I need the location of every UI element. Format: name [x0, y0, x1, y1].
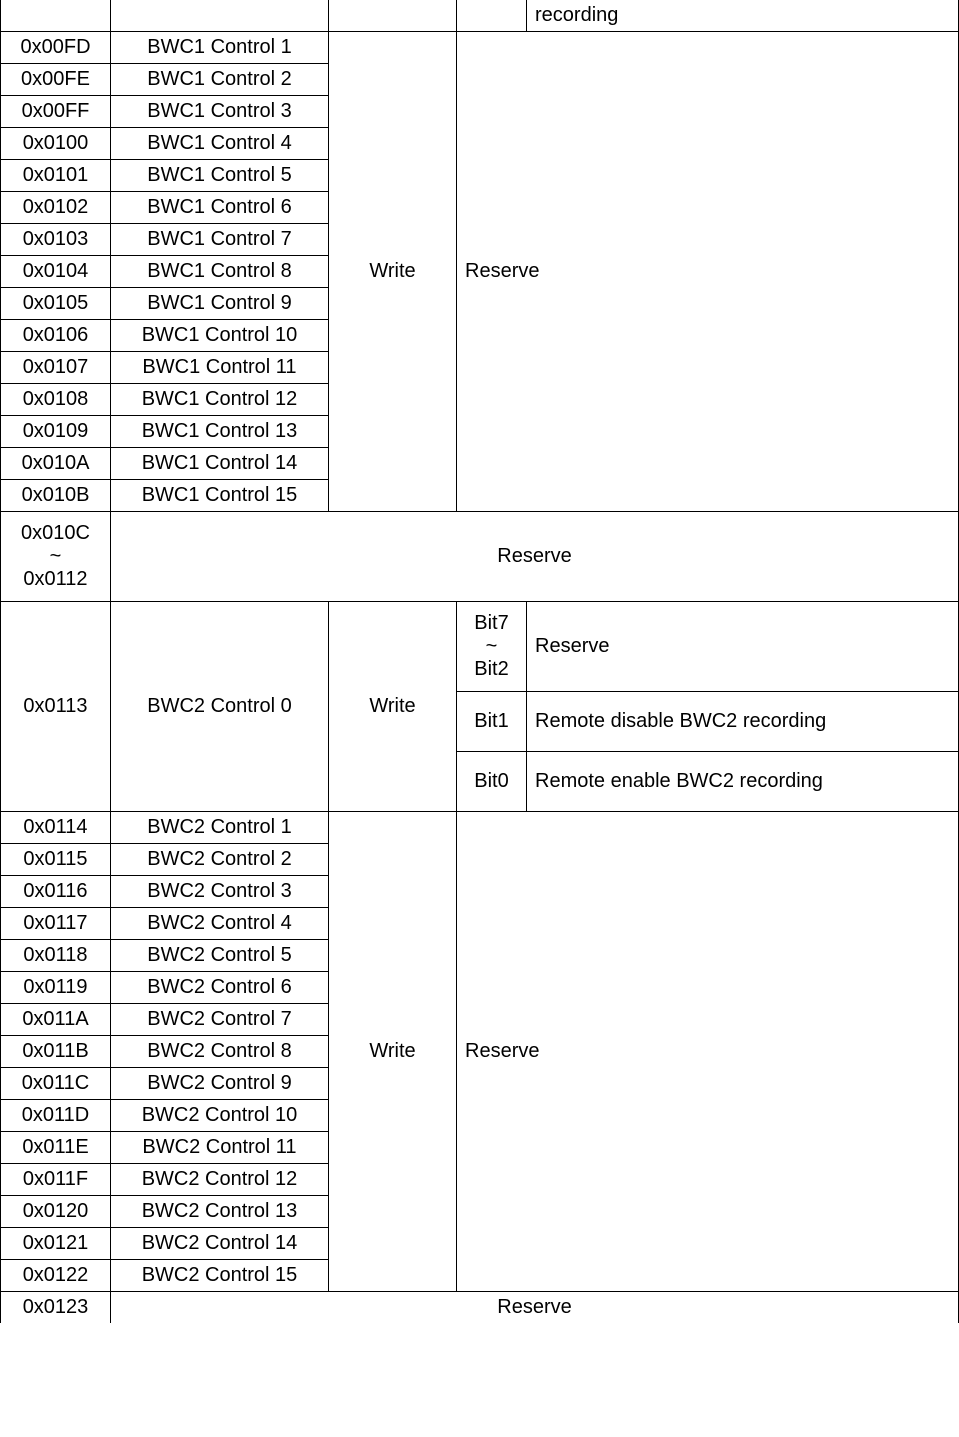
cell-name: BWC1 Control 15: [111, 480, 329, 512]
cell-name: BWC2 Control 4: [111, 908, 329, 940]
cell-desc: recording: [527, 0, 959, 32]
addr-range-top: 0x010C: [7, 522, 104, 545]
cell-name: BWC1 Control 1: [111, 32, 329, 64]
bit-range-top: Bit7: [463, 612, 520, 635]
cell-name: BWC2 Control 2: [111, 844, 329, 876]
cell-addr: 0x0120: [1, 1196, 111, 1228]
cell-addr: 0x0107: [1, 352, 111, 384]
cell-addr: 0x0106: [1, 320, 111, 352]
cell-rw: Write: [329, 32, 457, 512]
cell-addr: 0x010A: [1, 448, 111, 480]
cell-name: BWC1 Control 10: [111, 320, 329, 352]
cell-name: BWC1 Control 6: [111, 192, 329, 224]
cell-addr: 0x011D: [1, 1100, 111, 1132]
cell-name: BWC2 Control 6: [111, 972, 329, 1004]
cell-addr: 0x0114: [1, 812, 111, 844]
cell-name: BWC1 Control 14: [111, 448, 329, 480]
addr-range-bot: 0x0112: [7, 568, 104, 591]
cell-name: BWC2 Control 10: [111, 1100, 329, 1132]
bit-range-mid: ~: [463, 635, 520, 658]
cell-rw: Write: [329, 602, 457, 812]
cell-desc: Reserve: [111, 1292, 959, 1324]
cell-name: BWC2 Control 12: [111, 1164, 329, 1196]
cell-name: BWC1 Control 3: [111, 96, 329, 128]
cell-addr: 0x011C: [1, 1068, 111, 1100]
cell-name: BWC1 Control 5: [111, 160, 329, 192]
cell-desc: Reserve: [527, 602, 959, 692]
table-row: 0x0123 Reserve: [1, 1292, 959, 1324]
cell-addr: 0x0121: [1, 1228, 111, 1260]
cell-rw: Write: [329, 812, 457, 1292]
bit-range-bot: Bit2: [463, 658, 520, 681]
addr-range-mid: ~: [7, 545, 104, 568]
table-row: recording: [1, 0, 959, 32]
cell-addr: 0x0123: [1, 1292, 111, 1324]
cell-rw: [329, 0, 457, 32]
cell-name: BWC1 Control 4: [111, 128, 329, 160]
cell-bit: Bit1: [457, 692, 527, 752]
cell-name: BWC2 Control 1: [111, 812, 329, 844]
cell-addr: [1, 0, 111, 32]
cell-name: BWC2 Control 8: [111, 1036, 329, 1068]
cell-bit: Bit0: [457, 752, 527, 812]
cell-addr: 0x011A: [1, 1004, 111, 1036]
cell-addr: 0x0104: [1, 256, 111, 288]
cell-name: BWC1 Control 8: [111, 256, 329, 288]
cell-name: BWC2 Control 13: [111, 1196, 329, 1228]
cell-desc: Reserve: [457, 32, 959, 512]
table-row: 0x0114 BWC2 Control 1 Write Reserve: [1, 812, 959, 844]
cell-name: BWC2 Control 11: [111, 1132, 329, 1164]
cell-addr: 0x0105: [1, 288, 111, 320]
cell-addr: 0x00FF: [1, 96, 111, 128]
cell-bit: Bit7 ~ Bit2: [457, 602, 527, 692]
cell-name: BWC2 Control 0: [111, 602, 329, 812]
cell-addr: 0x010C ~ 0x0112: [1, 512, 111, 602]
cell-addr: 0x0113: [1, 602, 111, 812]
cell-addr: 0x0108: [1, 384, 111, 416]
cell-addr: 0x011F: [1, 1164, 111, 1196]
cell-desc: Remote disable BWC2 recording: [527, 692, 959, 752]
cell-desc: Remote enable BWC2 recording: [527, 752, 959, 812]
table-row: 0x00FD BWC1 Control 1 Write Reserve: [1, 32, 959, 64]
cell-addr: 0x0116: [1, 876, 111, 908]
cell-addr: 0x0117: [1, 908, 111, 940]
cell-addr: 0x011E: [1, 1132, 111, 1164]
table-row: 0x0113 BWC2 Control 0 Write Bit7 ~ Bit2 …: [1, 602, 959, 692]
table-row: 0x010C ~ 0x0112 Reserve: [1, 512, 959, 602]
cell-addr: 0x0100: [1, 128, 111, 160]
cell-desc: Reserve: [457, 812, 959, 1292]
cell-name: [111, 0, 329, 32]
cell-name: BWC2 Control 5: [111, 940, 329, 972]
cell-name: BWC2 Control 7: [111, 1004, 329, 1036]
cell-name: BWC1 Control 11: [111, 352, 329, 384]
cell-addr: 0x0115: [1, 844, 111, 876]
cell-addr: 0x010B: [1, 480, 111, 512]
register-table: recording 0x00FD BWC1 Control 1 Write Re…: [0, 0, 959, 1323]
cell-name: BWC1 Control 7: [111, 224, 329, 256]
cell-addr: 0x0109: [1, 416, 111, 448]
cell-addr: 0x0103: [1, 224, 111, 256]
cell-name: BWC2 Control 15: [111, 1260, 329, 1292]
cell-addr: 0x00FD: [1, 32, 111, 64]
cell-name: BWC1 Control 9: [111, 288, 329, 320]
cell-addr: 0x0102: [1, 192, 111, 224]
cell-addr: 0x0118: [1, 940, 111, 972]
cell-addr: 0x0119: [1, 972, 111, 1004]
cell-addr: 0x0101: [1, 160, 111, 192]
cell-name: BWC1 Control 13: [111, 416, 329, 448]
cell-name: BWC2 Control 14: [111, 1228, 329, 1260]
cell-name: BWC1 Control 12: [111, 384, 329, 416]
cell-addr: 0x011B: [1, 1036, 111, 1068]
cell-name: BWC2 Control 9: [111, 1068, 329, 1100]
cell-desc: Reserve: [111, 512, 959, 602]
cell-name: BWC1 Control 2: [111, 64, 329, 96]
cell-addr: 0x00FE: [1, 64, 111, 96]
cell-name: BWC2 Control 3: [111, 876, 329, 908]
cell-addr: 0x0122: [1, 1260, 111, 1292]
cell-bit: [457, 0, 527, 32]
